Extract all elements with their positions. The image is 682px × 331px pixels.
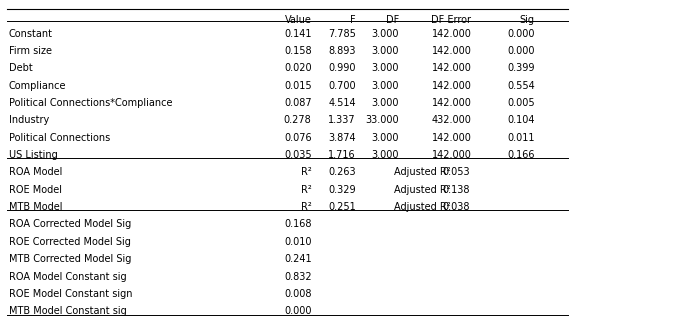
Text: 0.263: 0.263	[328, 167, 356, 177]
Text: 0.138: 0.138	[443, 185, 470, 195]
Text: MTB Model: MTB Model	[9, 202, 62, 212]
Text: Adjusted R²: Adjusted R²	[394, 167, 450, 177]
Text: 0.000: 0.000	[507, 28, 535, 38]
Text: ROE Corrected Model Sig: ROE Corrected Model Sig	[9, 237, 131, 247]
Text: 0.329: 0.329	[328, 185, 356, 195]
Text: 3.000: 3.000	[372, 98, 399, 108]
Text: 0.158: 0.158	[284, 46, 312, 56]
Text: 142.000: 142.000	[432, 98, 471, 108]
Text: 3.000: 3.000	[372, 133, 399, 143]
Text: ROA Model: ROA Model	[9, 167, 62, 177]
Text: 142.000: 142.000	[432, 28, 471, 38]
Text: 0.087: 0.087	[284, 98, 312, 108]
Text: Constant: Constant	[9, 28, 53, 38]
Text: 142.000: 142.000	[432, 133, 471, 143]
Text: 33.000: 33.000	[366, 115, 399, 125]
Text: R²: R²	[301, 202, 312, 212]
Text: R²: R²	[301, 167, 312, 177]
Text: US Listing: US Listing	[9, 150, 57, 160]
Text: Adjusted R²: Adjusted R²	[394, 202, 450, 212]
Text: 0.166: 0.166	[507, 150, 535, 160]
Text: 3.000: 3.000	[372, 81, 399, 91]
Text: 0.011: 0.011	[507, 133, 535, 143]
Text: 0.015: 0.015	[284, 81, 312, 91]
Text: 0.038: 0.038	[443, 202, 470, 212]
Text: 0.278: 0.278	[284, 115, 312, 125]
Text: 0.000: 0.000	[507, 46, 535, 56]
Text: 0.832: 0.832	[284, 271, 312, 281]
Text: 0.990: 0.990	[328, 63, 356, 73]
Text: 3.000: 3.000	[372, 46, 399, 56]
Text: 0.008: 0.008	[284, 289, 312, 299]
Text: 0.020: 0.020	[284, 63, 312, 73]
Text: 3.874: 3.874	[328, 133, 356, 143]
Text: 0.399: 0.399	[507, 63, 535, 73]
Text: Industry: Industry	[9, 115, 49, 125]
Text: 432.000: 432.000	[432, 115, 471, 125]
Text: 1.716: 1.716	[328, 150, 356, 160]
Text: ROA Model Constant sig: ROA Model Constant sig	[9, 271, 126, 281]
Text: 0.053: 0.053	[443, 167, 470, 177]
Text: 7.785: 7.785	[328, 28, 356, 38]
Text: Debt: Debt	[9, 63, 33, 73]
Text: 142.000: 142.000	[432, 81, 471, 91]
Text: DF Error: DF Error	[431, 15, 471, 25]
Text: 0.035: 0.035	[284, 150, 312, 160]
Text: 3.000: 3.000	[372, 150, 399, 160]
Text: Value: Value	[284, 15, 312, 25]
Text: ROA Corrected Model Sig: ROA Corrected Model Sig	[9, 219, 131, 229]
Text: DF: DF	[386, 15, 399, 25]
Text: 0.554: 0.554	[507, 81, 535, 91]
Text: 0.005: 0.005	[507, 98, 535, 108]
Text: 0.141: 0.141	[284, 28, 312, 38]
Text: Firm size: Firm size	[9, 46, 52, 56]
Text: MTB Corrected Model Sig: MTB Corrected Model Sig	[9, 254, 131, 264]
Text: 3.000: 3.000	[372, 28, 399, 38]
Text: 142.000: 142.000	[432, 150, 471, 160]
Text: 0.168: 0.168	[284, 219, 312, 229]
Text: 0.000: 0.000	[284, 306, 312, 316]
Text: 142.000: 142.000	[432, 46, 471, 56]
Text: 4.514: 4.514	[328, 98, 356, 108]
Text: 0.010: 0.010	[284, 237, 312, 247]
Text: 0.241: 0.241	[284, 254, 312, 264]
Text: Political Connections: Political Connections	[9, 133, 110, 143]
Text: MTB Model Constant sig: MTB Model Constant sig	[9, 306, 127, 316]
Text: 142.000: 142.000	[432, 63, 471, 73]
Text: ROE Model Constant sign: ROE Model Constant sign	[9, 289, 132, 299]
Text: 0.076: 0.076	[284, 133, 312, 143]
Text: Sig: Sig	[520, 15, 535, 25]
Text: ROE Model: ROE Model	[9, 185, 62, 195]
Text: R²: R²	[301, 185, 312, 195]
Text: Adjusted R²: Adjusted R²	[394, 185, 450, 195]
Text: 0.700: 0.700	[328, 81, 356, 91]
Text: 0.104: 0.104	[507, 115, 535, 125]
Text: 0.251: 0.251	[328, 202, 356, 212]
Text: F: F	[350, 15, 356, 25]
Text: 3.000: 3.000	[372, 63, 399, 73]
Text: Compliance: Compliance	[9, 81, 66, 91]
Text: 1.337: 1.337	[328, 115, 356, 125]
Text: 8.893: 8.893	[328, 46, 356, 56]
Text: Political Connections*Compliance: Political Connections*Compliance	[9, 98, 173, 108]
